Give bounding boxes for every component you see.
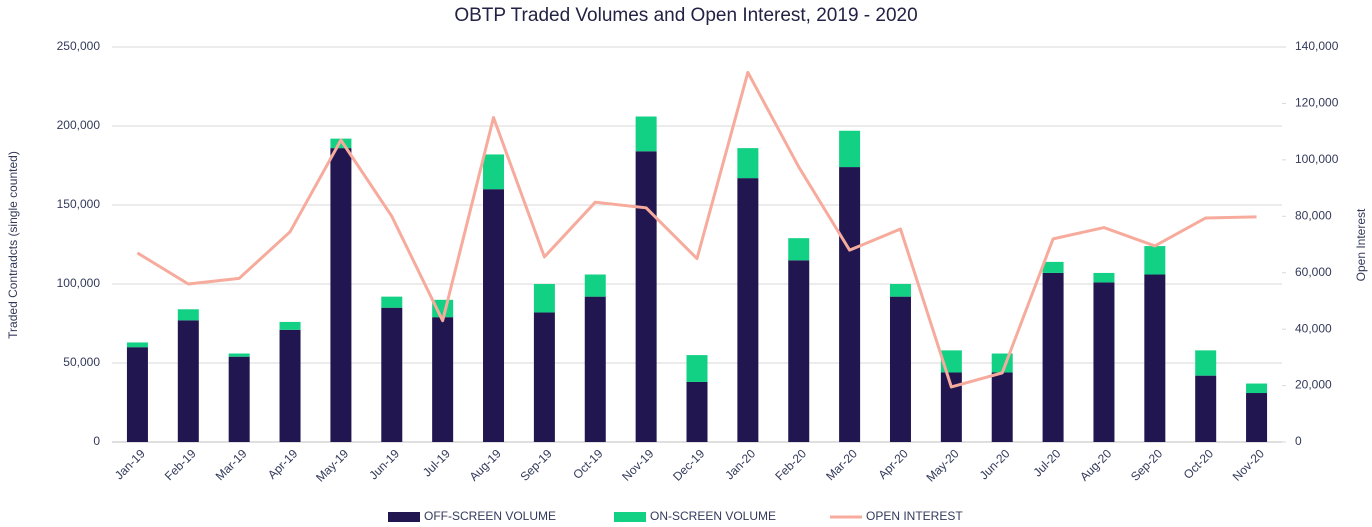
y2-axis-label: Open Interest	[1354, 208, 1368, 281]
x-tick-label: Mar-20	[823, 446, 860, 483]
legend-swatch	[388, 512, 420, 522]
bar	[1093, 272, 1115, 283]
x-tick-label: Feb-19	[162, 446, 199, 483]
x-tick-label: Dec-19	[670, 446, 707, 483]
bar	[126, 347, 148, 442]
bar	[1093, 282, 1115, 442]
legend-label: OPEN INTEREST	[866, 509, 963, 523]
bar	[788, 260, 810, 442]
x-tick-label: Oct-19	[570, 446, 606, 482]
bar	[228, 356, 250, 442]
y-tick-label: 150,000	[57, 197, 101, 211]
y2-tick-label: 120,000	[1295, 96, 1339, 110]
bar	[737, 148, 759, 179]
x-tick-label: Sep-20	[1128, 446, 1165, 483]
bar	[533, 312, 555, 442]
bar	[1042, 261, 1064, 273]
line	[136, 70, 1257, 389]
bar	[1144, 274, 1166, 442]
legend-swatch	[614, 512, 646, 522]
x-tick-label: Jan-19	[112, 446, 148, 482]
x-tick-label: Mar-19	[213, 446, 250, 483]
bar	[635, 151, 657, 442]
legend-label: OFF-SCREEN VOLUME	[424, 509, 556, 523]
bar	[279, 321, 301, 330]
bar	[177, 320, 199, 442]
y2-tick-label: 80,000	[1295, 208, 1332, 222]
bar	[686, 355, 708, 382]
bar	[940, 372, 962, 442]
x-tick-label: Nov-20	[1230, 446, 1267, 483]
x-tick-label: Aug-20	[1077, 446, 1114, 483]
x-tick-label: Jun-19	[366, 446, 402, 482]
x-tick-label: May-19	[313, 446, 351, 484]
bar	[381, 296, 403, 308]
bar	[737, 178, 759, 442]
bar	[584, 296, 606, 442]
x-tick-label: Apr-20	[875, 446, 911, 482]
y2-tick-label: 60,000	[1295, 265, 1332, 279]
x-tick-label: Oct-20	[1181, 446, 1217, 482]
bar	[839, 130, 861, 168]
bar	[330, 138, 352, 149]
bar	[126, 342, 148, 348]
bar	[177, 309, 199, 321]
bar	[1042, 272, 1064, 442]
legend-label: ON-SCREEN VOLUME	[650, 509, 776, 523]
x-tick-label: Jul-20	[1030, 446, 1063, 479]
x-tick-label: Jan-20	[722, 446, 758, 482]
bar	[330, 148, 352, 442]
y2-tick-label: 100,000	[1295, 152, 1339, 166]
bar	[483, 189, 505, 442]
bar	[889, 296, 911, 442]
bar	[1246, 393, 1268, 442]
x-tick-label: Jun-20	[977, 446, 1013, 482]
bar	[1195, 375, 1217, 442]
bar	[635, 116, 657, 152]
y-tick-label: 50,000	[63, 355, 100, 369]
x-tick-label: Apr-19	[265, 446, 301, 482]
chart-title: OBTP Traded Volumes and Open Interest, 2…	[454, 5, 917, 26]
x-tick-label: Sep-19	[517, 446, 554, 483]
bar	[839, 167, 861, 442]
y2-tick-label: 0	[1295, 434, 1302, 448]
x-tick-label: Aug-19	[467, 446, 504, 483]
x-tick-label: Feb-20	[772, 446, 809, 483]
bar	[788, 238, 810, 261]
bar	[584, 274, 606, 297]
y-axis-label: Traded Contradcts (single counted)	[6, 151, 20, 339]
y-tick-label: 250,000	[57, 39, 101, 53]
bar	[279, 329, 301, 442]
bar	[991, 372, 1013, 442]
y2-tick-label: 20,000	[1295, 378, 1332, 392]
bar	[228, 353, 250, 357]
y-tick-label: 0	[93, 434, 100, 448]
bar	[1144, 246, 1166, 275]
y2-tick-label: 140,000	[1295, 39, 1339, 53]
bar	[432, 317, 454, 442]
x-tick-label: Jul-19	[420, 446, 453, 479]
y-tick-label: 200,000	[57, 118, 101, 132]
bar	[1195, 350, 1217, 376]
y-tick-label: 100,000	[57, 276, 101, 290]
bar	[1246, 383, 1268, 394]
x-tick-label: May-20	[924, 446, 962, 484]
x-tick-label: Nov-19	[619, 446, 656, 483]
y2-tick-label: 40,000	[1295, 321, 1332, 335]
bar	[533, 284, 555, 313]
bar	[483, 154, 505, 190]
bar	[381, 307, 403, 442]
bar	[889, 284, 911, 297]
bar	[686, 381, 708, 442]
